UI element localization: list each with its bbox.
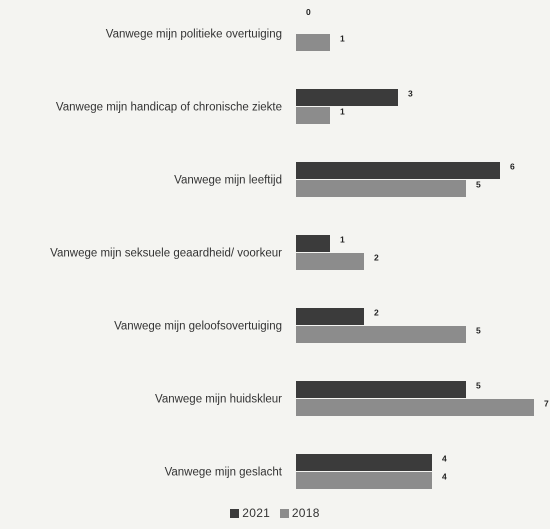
bar-2018-vanwege-mijn-huidskleur — [296, 399, 534, 416]
value-label-2021-vanwege-mijn-leeftijd: 6 — [510, 162, 515, 172]
value-label-2021-vanwege-mijn-geslacht: 4 — [442, 454, 447, 464]
category-label-vanwege-mijn-geslacht: Vanwege mijn geslacht — [165, 467, 283, 479]
bar-2018-vanwege-mijn-geslacht — [296, 472, 432, 489]
value-label-2021-vanwege-mijn-handicap-of-chronische-ziekte: 3 — [408, 89, 413, 99]
chart-plot-area: Vanwege mijn politieke overtuiging 0 1 Vanw… — [50, 7, 549, 489]
category-label-vanwege-mijn-leeftijd: Vanwege mijn leeftijd — [174, 175, 282, 187]
value-label-2018-vanwege-mijn-politieke-overtuiging: 1 — [340, 34, 345, 44]
legend-label-2018: 2018 — [292, 506, 320, 520]
category-label-vanwege-mijn-seksuele-geaardheid-voorkeur: Vanwege mijn seksuele geaardheid/ voorke… — [50, 248, 282, 260]
bar-2021-vanwege-mijn-seksuele-geaardheid-voorkeur — [296, 235, 330, 252]
category-label-vanwege-mijn-huidskleur: Vanwege mijn huidskleur — [155, 394, 282, 406]
legend-item-2021: 2021 — [230, 506, 270, 520]
chart-legend: 2021 2018 — [0, 506, 550, 520]
bar-2021-vanwege-mijn-huidskleur — [296, 381, 466, 398]
bar-2018-vanwege-mijn-handicap-of-chronische-ziekte — [296, 107, 330, 124]
bar-2021-vanwege-mijn-geloofsovertuiging — [296, 308, 364, 325]
value-label-2018-vanwege-mijn-seksuele-geaardheid-voorkeur: 2 — [374, 253, 379, 263]
value-label-2021-vanwege-mijn-huidskleur: 5 — [476, 381, 481, 391]
category-label-vanwege-mijn-handicap-of-chronische-ziekte: Vanwege mijn handicap of chronische ziek… — [56, 102, 282, 114]
legend-label-2021: 2021 — [242, 506, 270, 520]
value-label-2021-vanwege-mijn-geloofsovertuiging: 2 — [374, 308, 379, 318]
value-label-2018-vanwege-mijn-geslacht: 4 — [442, 472, 447, 482]
bar-2018-vanwege-mijn-geloofsovertuiging — [296, 326, 466, 343]
bar-2021-vanwege-mijn-handicap-of-chronische-ziekte — [296, 89, 398, 106]
value-label-2021-vanwege-mijn-seksuele-geaardheid-voorkeur: 1 — [340, 235, 345, 245]
legend-swatch-2018 — [280, 509, 289, 518]
value-label-2021-vanwege-mijn-politieke-overtuiging: 0 — [306, 7, 311, 17]
bar-2021-vanwege-mijn-leeftijd — [296, 162, 500, 179]
legend-swatch-2021 — [230, 509, 239, 518]
category-label-vanwege-mijn-geloofsovertuiging: Vanwege mijn geloofsovertuiging — [114, 321, 282, 333]
bar-2021-vanwege-mijn-geslacht — [296, 454, 432, 471]
bar-2018-vanwege-mijn-seksuele-geaardheid-voorkeur — [296, 253, 364, 270]
value-label-2018-vanwege-mijn-huidskleur: 7 — [544, 399, 549, 409]
bar-2018-vanwege-mijn-leeftijd — [296, 180, 466, 197]
category-label-vanwege-mijn-politieke-overtuiging: Vanwege mijn politieke overtuiging — [106, 29, 282, 41]
value-label-2018-vanwege-mijn-geloofsovertuiging: 5 — [476, 326, 481, 336]
value-label-2018-vanwege-mijn-handicap-of-chronische-ziekte: 1 — [340, 107, 345, 117]
legend-item-2018: 2018 — [280, 506, 320, 520]
value-label-2018-vanwege-mijn-leeftijd: 5 — [476, 180, 481, 190]
bar-2018-vanwege-mijn-politieke-overtuiging — [296, 34, 330, 51]
